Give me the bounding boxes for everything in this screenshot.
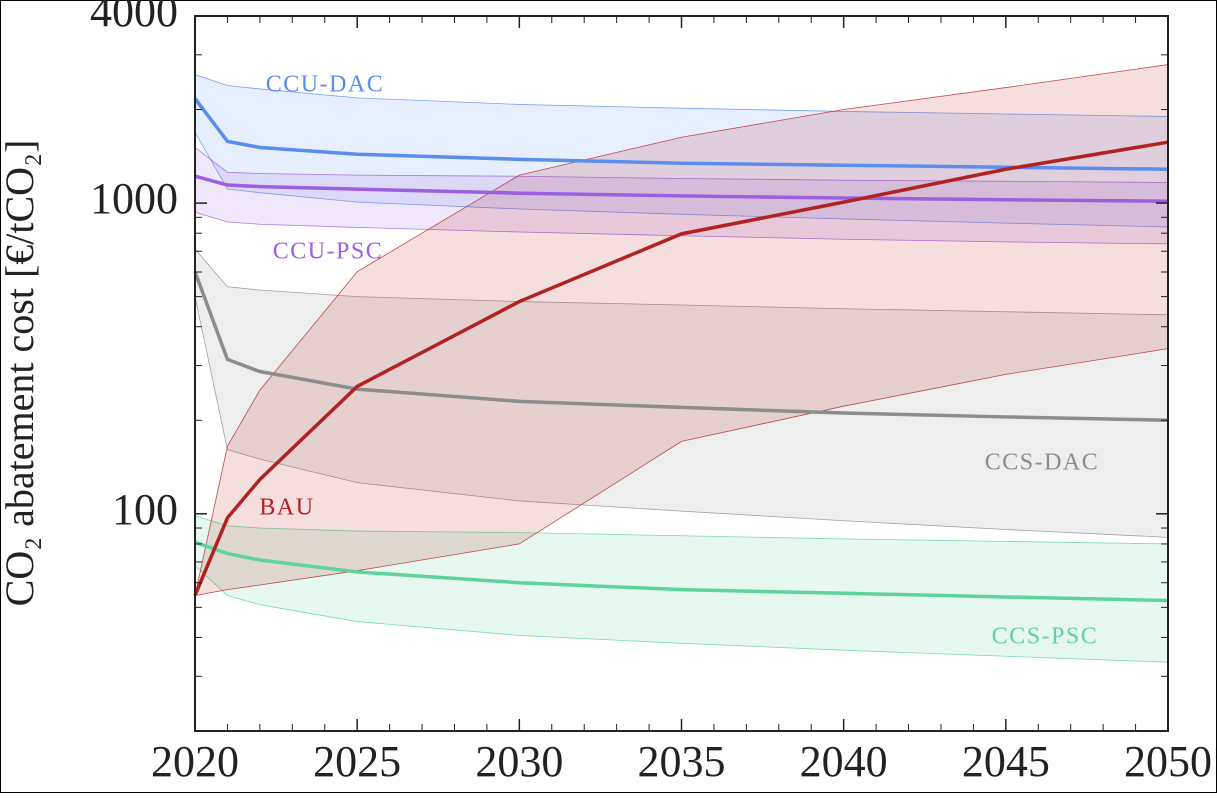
series-label: CCU-PSC [273,239,384,265]
series-label: CCS-DAC [985,450,1100,476]
x-tick-label: 2040 [800,737,888,786]
series-label: BAU [259,495,314,521]
y-axis-label: CO₂ abatement cost [€/tCO₂] [0,140,42,607]
y-tick-label: 1000 [90,174,178,223]
x-tick-label: 2035 [638,737,726,786]
series-line [194,174,1169,203]
series-label: CCS-PSC [992,624,1099,650]
x-tick-label: 2030 [475,737,563,786]
y-tick-label: 100 [112,485,178,534]
x-tick-label: 2025 [313,737,401,786]
series-line [193,140,1169,597]
y-tick-label: 4000 [90,0,178,36]
x-tick-label: 2045 [962,737,1050,786]
series-line [194,540,1169,603]
x-tick-label: 2020 [151,737,239,786]
series-line [193,271,1169,423]
x-tick-label: 2050 [1124,737,1212,786]
series-line [193,97,1169,171]
series-label: CCU-DAC [266,72,385,98]
